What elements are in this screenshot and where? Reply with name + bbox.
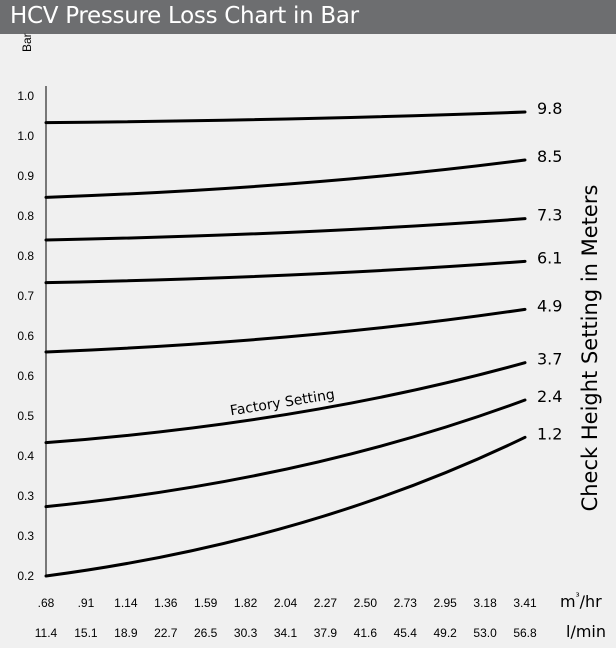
series-label-8.5: 8.5: [537, 147, 562, 166]
x-tick-label-m3hr: 2.50: [354, 596, 378, 610]
x-tick-label-lmin: 18.9: [114, 626, 138, 640]
x-tick-label-lmin: 41.6: [354, 626, 378, 640]
series-line-6.1: [44, 259, 527, 285]
x-tick-label-m3hr: 1.14: [114, 596, 138, 610]
x-unit-lmin: l/min: [566, 622, 606, 641]
series-label-9.8: 9.8: [537, 99, 562, 118]
y-tick-label: 1.0: [17, 129, 34, 143]
series-line-8.5: [44, 158, 527, 199]
x-unit-m3hr: m³/hr: [560, 592, 602, 611]
x-tick-label-lmin: 53.0: [473, 626, 497, 640]
y-tick-label: 0.9: [17, 169, 34, 183]
x-tick-label-lmin: 22.7: [154, 626, 178, 640]
x-tick-label-m3hr: 2.73: [394, 596, 418, 610]
x-tick-label-m3hr: 2.95: [433, 596, 457, 610]
y-tick-label: 0.6: [17, 329, 34, 343]
y-tick-label: 1.0: [17, 89, 34, 103]
x-tick-label-lmin: 49.2: [433, 626, 457, 640]
y-tick-label: 0.4: [17, 449, 34, 463]
x-tick-label-m3hr: 3.18: [473, 596, 497, 610]
y-tick-label: 0.8: [17, 249, 34, 263]
y-tick-label: 0.3: [17, 489, 34, 503]
y-tick-label: 0.3: [17, 529, 34, 543]
series-label-1.2: 1.2: [537, 424, 562, 443]
x-tick-label-lmin: 26.5: [194, 626, 218, 640]
x-tick-label-m3hr: .91: [78, 596, 95, 610]
series-line-3.7: [44, 361, 527, 445]
axes-group: 1.0 1.0 0.9 0.8 0.8 0.7 0.6 0.6 0.5 0.4 0.3 0.3 0.2.…: [17, 86, 606, 641]
x-tick-label-m3hr: 3.41: [513, 596, 537, 610]
y-tick-label: 0.2: [17, 569, 34, 583]
series-line-2.4: [44, 398, 527, 509]
x-tick-label-m3hr: 2.04: [274, 596, 298, 610]
x-tick-label-m3hr: 1.82: [234, 596, 258, 610]
series-label-4.9: 4.9: [537, 296, 562, 315]
y-tick-label: 0.5: [17, 409, 34, 423]
x-tick-label-lmin: 45.4: [394, 626, 418, 640]
series-line-1.2: [44, 435, 527, 578]
x-tick-label-lmin: 56.8: [513, 626, 537, 640]
x-tick-label-lmin: 30.3: [234, 626, 258, 640]
x-tick-label-lmin: 37.9: [314, 626, 338, 640]
x-tick-label-m3hr: .68: [38, 596, 55, 610]
series-line-9.8: [44, 110, 527, 125]
y-tick-label: 0.6: [17, 369, 34, 383]
curves-group: [44, 110, 527, 578]
series-label-3.7: 3.7: [537, 350, 562, 369]
chart-title: HCV Pressure Loss Chart in Bar: [10, 3, 359, 29]
series-label-2.4: 2.4: [537, 387, 562, 406]
title-bar: HCV Pressure Loss Chart in Bar: [0, 0, 616, 34]
y-tick-label: 0.8: [17, 209, 34, 223]
series-line-4.9: [44, 307, 527, 354]
x-tick-label-m3hr: 2.27: [314, 596, 338, 610]
series-label-7.3: 7.3: [537, 206, 562, 225]
series-line-7.3: [44, 217, 527, 242]
x-tick-label-lmin: 15.1: [74, 626, 98, 640]
series-label-6.1: 6.1: [537, 248, 562, 267]
y-tick-label: 0.7: [17, 289, 34, 303]
x-tick-label-m3hr: 1.59: [194, 596, 218, 610]
x-tick-label-m3hr: 1.36: [154, 596, 178, 610]
x-tick-label-lmin: 11.4: [35, 626, 58, 640]
x-tick-label-lmin: 34.1: [274, 626, 298, 640]
